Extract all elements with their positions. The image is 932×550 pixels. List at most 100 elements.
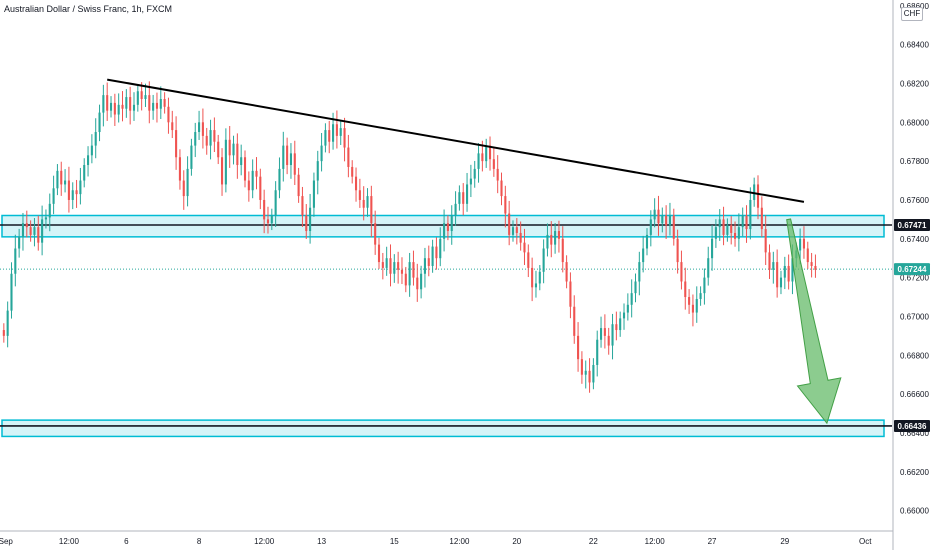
- candle-body-18: [71, 190, 74, 200]
- candle-body-15: [60, 170, 63, 185]
- candle-body-121: [466, 184, 469, 204]
- candle-body-1: [6, 310, 9, 336]
- candle-body-85: [328, 130, 331, 142]
- candle-body-204: [783, 265, 786, 278]
- candle-body-141: [542, 248, 545, 272]
- candle-body-29: [113, 102, 116, 115]
- candle-body-138: [531, 267, 534, 288]
- candle-body-191: [733, 232, 737, 239]
- candle-body-124: [477, 153, 480, 169]
- candle-body-23: [90, 145, 93, 156]
- candle-body-67: [259, 176, 262, 200]
- candle-body-175: [672, 215, 675, 239]
- candle-body-139: [534, 283, 538, 288]
- candle-body-52: [201, 122, 204, 136]
- candle-body-166: [638, 262, 641, 282]
- candle-body-160: [615, 324, 618, 331]
- candle-body-128: [492, 159, 495, 169]
- candle-body-147: [565, 262, 568, 282]
- candle-body-209: [802, 238, 806, 249]
- candle-body-119: [458, 192, 461, 204]
- candle-body-11: [44, 217, 47, 220]
- price-tag-label: 0.67244: [898, 265, 927, 274]
- candle-body-202: [776, 262, 779, 288]
- y-tick-label: 0.67200: [900, 274, 929, 283]
- candle-body-79: [305, 215, 308, 232]
- candle-body-116: [446, 223, 449, 232]
- candle-body-82: [316, 161, 319, 181]
- candle-body-156: [599, 328, 603, 340]
- candle-body-51: [198, 122, 201, 133]
- candle-body-53: [205, 135, 208, 146]
- support-resistance-zones: [1, 214, 885, 438]
- trendline: [107, 78, 805, 203]
- candle-body-13: [52, 188, 55, 204]
- candle-body-137: [527, 252, 530, 268]
- candle-body-117: [450, 215, 453, 232]
- candle-body-145: [557, 231, 560, 239]
- candle-body-78: [301, 196, 304, 216]
- candle-body-158: [607, 335, 610, 346]
- candle-body-21: [83, 165, 86, 181]
- candle-body-8: [33, 227, 36, 235]
- currency-badge[interactable]: CHF: [901, 7, 923, 21]
- candle-body-143: [550, 234, 553, 245]
- candle-body-142: [546, 234, 549, 249]
- candle-body-108: [416, 277, 419, 290]
- candle-body-64: [247, 180, 250, 191]
- candle-body-60: [232, 143, 235, 156]
- candle-body-95: [366, 196, 369, 208]
- candle-body-102: [393, 262, 396, 274]
- x-tick-label: 20: [512, 537, 521, 546]
- candle-body-163: [626, 304, 629, 313]
- candle-body-205: [787, 265, 790, 282]
- candle-body-20: [79, 180, 82, 195]
- candle-body-211: [810, 262, 813, 266]
- candle-body-149: [573, 306, 576, 336]
- y-tick-label: 0.68200: [900, 79, 929, 88]
- candle-body-12: [48, 203, 51, 218]
- candle-body-83: [320, 145, 323, 162]
- candle-body-94: [362, 199, 365, 208]
- candle-body-114: [439, 238, 442, 259]
- candle-body-43: [167, 106, 170, 123]
- candle-body-96: [370, 196, 373, 224]
- candle-body-2: [10, 273, 13, 311]
- candle-body-115: [443, 223, 446, 239]
- y-tick-label: 0.67400: [900, 235, 929, 244]
- candle-body-35: [136, 91, 139, 105]
- y-tick-label: 0.66400: [900, 429, 929, 438]
- candle-body-103: [397, 262, 400, 270]
- price-tag-1: [894, 419, 930, 432]
- candle-body-17: [67, 180, 70, 200]
- trendline-group: [107, 78, 805, 203]
- candle-body-197: [756, 184, 760, 208]
- candle-body-100: [385, 258, 388, 268]
- candle-body-48: [186, 168, 189, 197]
- candle-body-113: [435, 246, 438, 259]
- candle-body-61: [236, 143, 239, 166]
- candle-body-22: [86, 155, 90, 166]
- candle-body-150: [577, 335, 580, 360]
- candle-body-164: [630, 293, 633, 305]
- candle-body-187: [718, 219, 721, 228]
- y-tick-label: 0.67000: [900, 312, 929, 321]
- candle-body-188: [722, 219, 725, 235]
- y-tick-label: 0.68400: [900, 41, 929, 50]
- candle-body-155: [596, 339, 599, 365]
- candle-body-170: [653, 209, 656, 220]
- candle-body-5: [21, 223, 25, 237]
- candle-body-144: [554, 231, 557, 245]
- forecast-arrow-group: [786, 218, 842, 425]
- candle-body-87: [335, 124, 338, 136]
- symbol-title[interactable]: Australian Dollar / Swiss Franc, 1h, FXC…: [4, 4, 173, 14]
- x-tick-label: 13: [317, 537, 326, 546]
- x-tick-label: 8: [197, 537, 202, 546]
- candle-body-80: [309, 207, 312, 232]
- x-tick-label: 12:00: [59, 537, 80, 546]
- candle-body-133: [511, 227, 515, 235]
- candle-body-7: [29, 227, 32, 235]
- candle-body-4: [18, 236, 21, 249]
